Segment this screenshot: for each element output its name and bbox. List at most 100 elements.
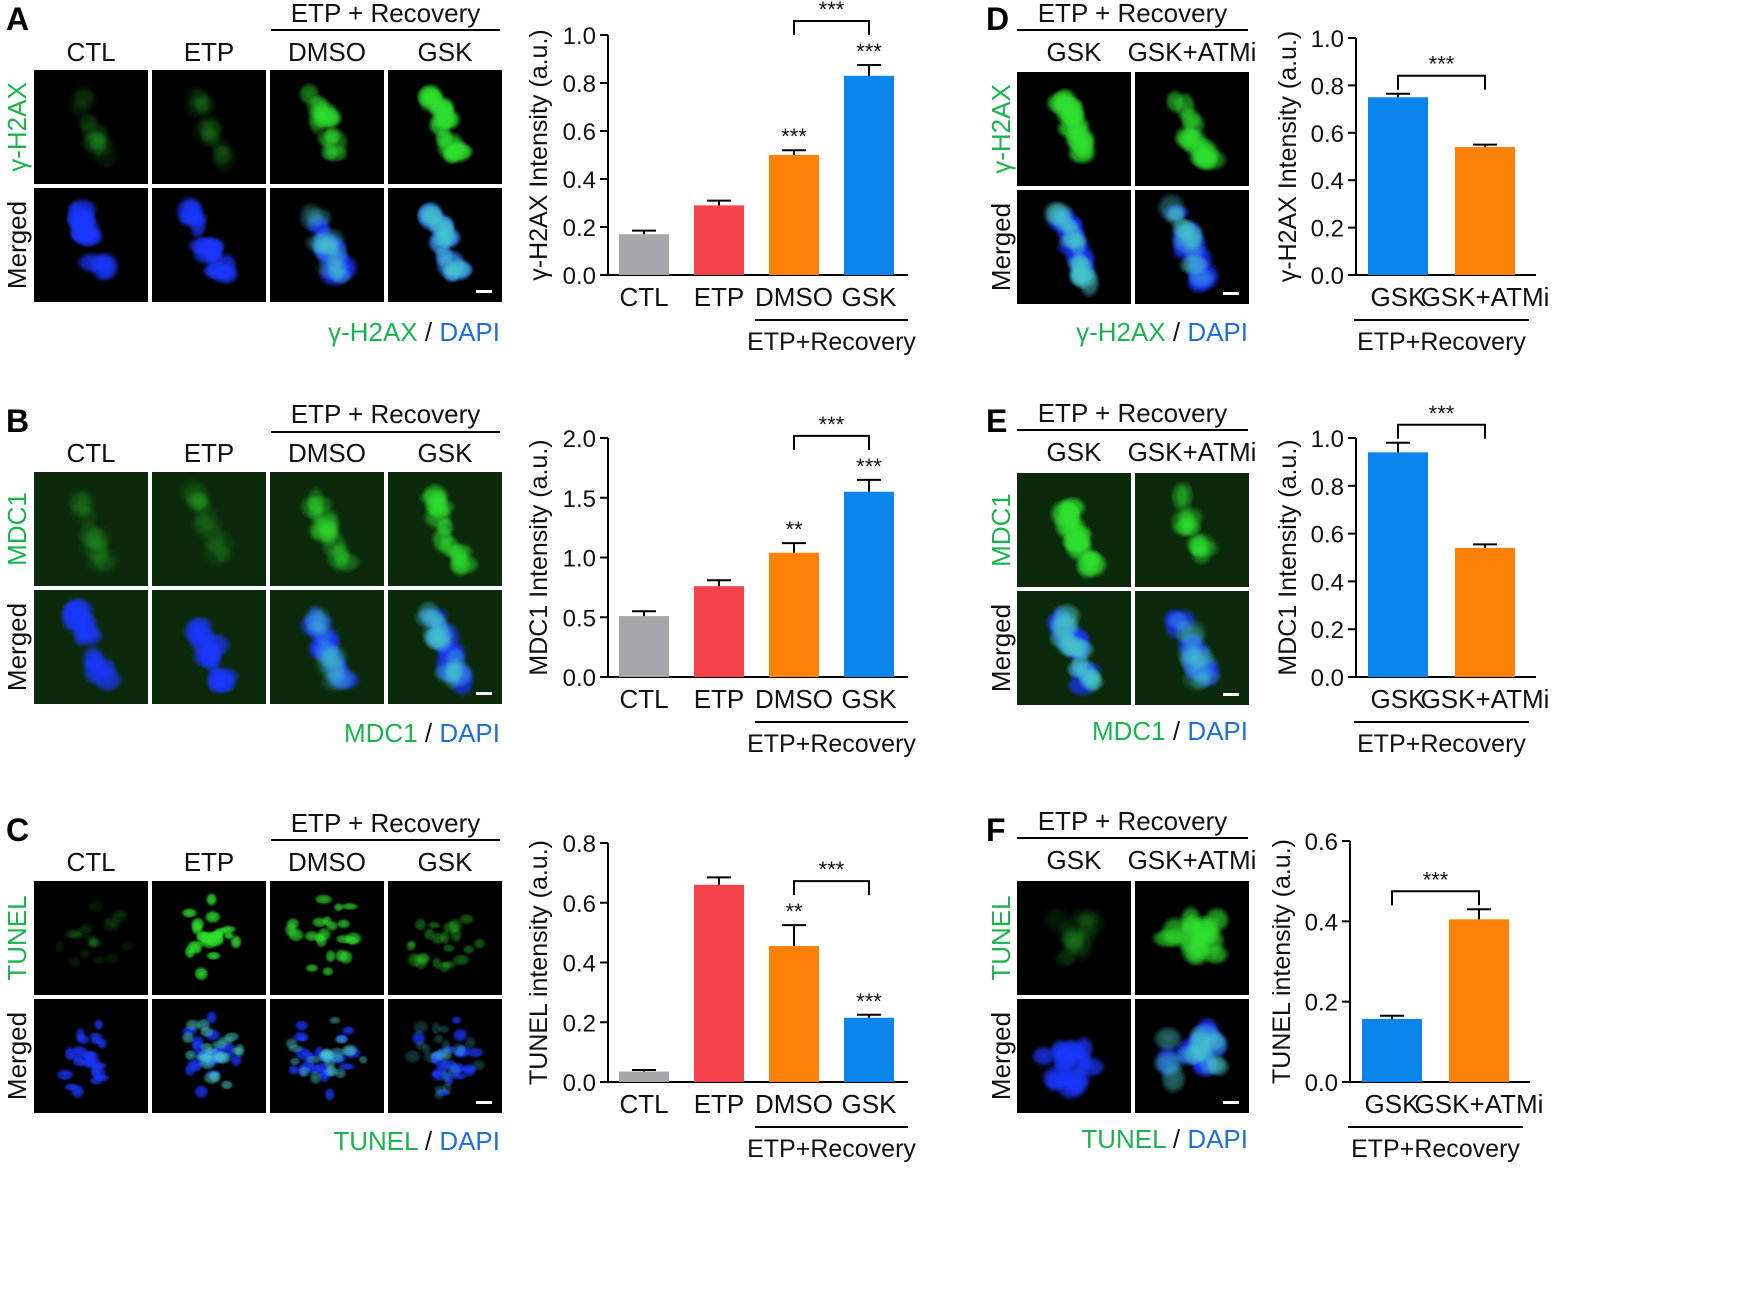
bar <box>1455 147 1515 275</box>
y-tick-label: 0.4 <box>563 167 596 194</box>
significance-label: *** <box>781 124 807 149</box>
significance-bracket <box>793 880 870 896</box>
marker-channel <box>297 81 350 164</box>
merged-channel <box>1151 1015 1232 1095</box>
category-label: DMSO <box>755 684 833 714</box>
category-label: ETP <box>694 684 745 714</box>
bar <box>769 552 819 677</box>
legend-marker: MDC1 <box>344 718 418 748</box>
category-label: GSK+ATMi <box>1421 282 1550 312</box>
panel-f-images: F ETP + Recovery GSK GSK+ATMi TUNEL Merged TUN… <box>986 806 1256 1154</box>
merged-channel <box>182 615 241 695</box>
y-axis-label: MDC1 Intensity (a.u.) <box>525 439 553 675</box>
marker-channel <box>283 893 364 977</box>
panel-letter: F <box>986 812 1006 848</box>
category-label: CTL <box>619 282 668 312</box>
bar <box>1368 97 1428 275</box>
group-label: ETP+Recovery <box>1351 1135 1520 1163</box>
y-tick-label: 0.8 <box>1311 73 1344 100</box>
category-label: GSK+ATMi <box>1415 1089 1544 1119</box>
bracket-label: *** <box>1429 401 1455 426</box>
y-tick-label: 1.5 <box>563 486 596 513</box>
bar <box>769 946 819 1082</box>
y-tick-label: 0.0 <box>563 665 596 692</box>
column-label: GSK <box>418 37 474 67</box>
y-axis-label: MDC1 Intensity (a.u.) <box>1274 439 1302 675</box>
marker-channel <box>1169 480 1221 566</box>
y-tick-label: 0.6 <box>1311 522 1344 549</box>
y-tick-label: 0.5 <box>563 605 596 632</box>
bar <box>1455 547 1515 677</box>
merged-channel <box>415 200 475 284</box>
row-label-marker: γ-H2AX <box>986 84 1016 174</box>
y-tick-label: 1.0 <box>1311 426 1344 453</box>
y-tick-label: 0.2 <box>563 215 596 242</box>
bar-chart-e: 0.0 0.2 0.4 0.6 0.8 1.0 MDC1 Intensity (a.u.) G… <box>1274 401 1549 758</box>
marker-channel <box>1044 87 1098 166</box>
bar <box>1449 919 1509 1082</box>
column-label: GSK <box>1047 37 1103 67</box>
group-label: ETP+Recovery <box>747 730 916 758</box>
y-tick-label: 0.0 <box>1311 665 1344 692</box>
legend-marker: TUNEL <box>333 1126 418 1156</box>
significance-label: ** <box>785 899 803 924</box>
row-label-marker: MDC1 <box>2 492 32 566</box>
bracket-label: *** <box>1423 867 1449 892</box>
bar-chart-d: 0.0 0.2 0.4 0.6 0.8 1.0 γ-H2AX Intensity (a.u.… <box>1274 26 1549 356</box>
row-label-marker: γ-H2AX <box>2 82 32 172</box>
channel-legend: TUNEL / DAPI <box>333 1126 500 1156</box>
merged-channel <box>65 197 120 284</box>
row-label-merged: Merged <box>2 1012 32 1100</box>
y-axis-label: TUNEL intensity (a.u.) <box>525 840 553 1085</box>
y-tick-label: 0.4 <box>563 951 596 978</box>
y-axis-label: γ-H2AX Intensity (a.u.) <box>1274 31 1302 282</box>
row-label-marker: TUNEL <box>986 895 1016 980</box>
column-label: DMSO <box>288 37 366 67</box>
category-label: GSK <box>842 684 898 714</box>
y-tick-label: 0.0 <box>1305 1070 1338 1097</box>
marker-channel <box>182 85 239 176</box>
marker-channel <box>415 82 475 166</box>
scale-bar <box>476 1101 492 1104</box>
column-label: DMSO <box>288 438 366 468</box>
merged-channel <box>298 201 360 288</box>
y-tick-label: 0.0 <box>563 263 596 290</box>
legend-sep: / <box>1166 317 1188 347</box>
column-label: GSK+ATMi <box>1128 845 1257 875</box>
panel-letter: B <box>6 403 29 439</box>
column-label: GSK <box>1047 845 1103 875</box>
panel-c-images: C ETP + Recovery CTL ETP DMSO GSK TUNEL Merged T… <box>2 808 502 1156</box>
merged-channel <box>180 1010 246 1100</box>
bar <box>694 205 744 275</box>
y-tick-label: 0.2 <box>1305 990 1338 1017</box>
bracket-label: *** <box>819 0 845 22</box>
group-label: ETP+Recovery <box>1357 328 1526 356</box>
y-tick-label: 0.2 <box>1311 216 1344 243</box>
column-label: CTL <box>66 438 115 468</box>
merged-channel <box>298 603 362 693</box>
row-label-merged: Merged <box>986 1012 1016 1100</box>
panel-a-images: A ETP + Recovery CTL ETP DMSO GSK γ-H2AX Merged… <box>2 0 502 347</box>
y-tick-label: 0.6 <box>1311 121 1344 148</box>
legend-stain: DAPI <box>1187 716 1248 746</box>
marker-channel <box>54 898 135 968</box>
merged-channel <box>284 1016 369 1102</box>
legend-sep: / <box>1166 1124 1188 1154</box>
group-label: ETP+Recovery <box>1357 730 1526 758</box>
significance-label: ** <box>785 517 803 542</box>
channel-legend: γ-H2AX / DAPI <box>328 317 500 347</box>
panel-letter: E <box>986 403 1007 439</box>
marker-channel <box>1164 88 1229 173</box>
group-label: ETP+Recovery <box>747 328 916 356</box>
group-label: ETP + Recovery <box>1038 398 1228 428</box>
category-label: GSK <box>842 282 898 312</box>
marker-channel <box>67 83 120 170</box>
column-label: CTL <box>66 37 115 67</box>
panel-letter: D <box>986 1 1009 37</box>
significance-bracket <box>1391 890 1480 906</box>
bar <box>1368 452 1428 677</box>
group-label: ETP + Recovery <box>1038 0 1228 28</box>
merged-channel <box>1041 200 1101 299</box>
scale-bar <box>476 692 492 695</box>
merged-channel <box>174 194 241 286</box>
